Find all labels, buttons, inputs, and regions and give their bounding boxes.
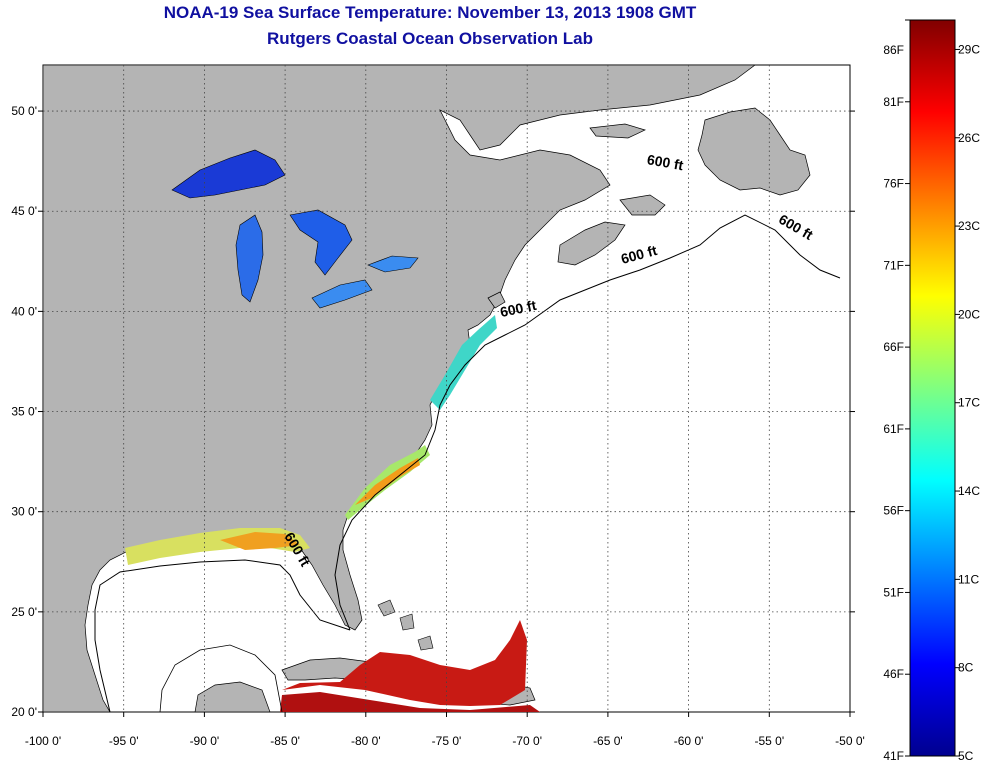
tick-label-lat: 35 0' — [11, 405, 37, 419]
tick-label-lat: 45 0' — [11, 204, 37, 218]
contour-600ft — [334, 214, 841, 631]
lake-michigan — [235, 214, 264, 303]
tick-label-lon: -50 0' — [835, 734, 865, 748]
sst-caribbean — [282, 620, 527, 706]
colorbar-label-f: 51F — [883, 585, 904, 599]
tick-label-lon: -60 0' — [674, 734, 704, 748]
colorbar-label-f: 81F — [883, 95, 904, 109]
tick-label-lon: -95 0' — [109, 734, 139, 748]
lake-superior — [171, 149, 286, 199]
colorbar-label-c: 17C — [958, 396, 980, 410]
tick-label-lon: -100 0' — [25, 734, 61, 748]
tick-label-lat: 20 0' — [11, 705, 37, 719]
latitude-ticks: 50 0' 45 0' 40 0' 35 0' 30 0' 25 0' 20 0' — [11, 104, 855, 719]
sst-carolinas-warm — [355, 458, 420, 505]
colorbar-fahrenheit-labels: 86F 81F 76F 71F 66F 61F 56F 51F 46F 41F — [883, 19, 910, 763]
colorbar-label-f: 71F — [883, 258, 904, 272]
colorbar-label-c: 23C — [958, 219, 980, 233]
sst-gulf-coast-warm — [220, 532, 300, 550]
colorbar-label-c: 14C — [958, 484, 980, 498]
map-subtitle: Rutgers Coastal Ocean Observation Lab — [267, 29, 593, 48]
contour-label-600ft: 600 ft — [499, 297, 538, 320]
tick-label-lon: -75 0' — [432, 734, 462, 748]
colorbar-label-f: 76F — [883, 177, 904, 191]
tick-label-lon: -55 0' — [754, 734, 784, 748]
colorbar-label-c: 20C — [958, 307, 980, 321]
tick-label-lat: 25 0' — [11, 605, 37, 619]
tick-label-lon: -70 0' — [512, 734, 542, 748]
colorbar-label-f: 61F — [883, 422, 904, 436]
contour-label-600ft: 600 ft — [646, 151, 685, 173]
land-anticosti — [589, 123, 646, 139]
colorbar-celsius-labels: 29C 26C 23C 20C 17C 14C 11C 8C 5C — [955, 42, 980, 763]
colorbar-label-f: 41F — [883, 749, 904, 763]
sst-mid-atlantic — [430, 315, 497, 410]
lake-huron — [289, 209, 353, 276]
map-title: NOAA-19 Sea Surface Temperature: Novembe… — [163, 3, 697, 22]
land-cape-cod — [487, 291, 506, 309]
tick-label-lon: -65 0' — [593, 734, 623, 748]
contour-600ft-gulf-inner — [159, 644, 283, 712]
land-cape-breton — [619, 194, 666, 216]
tick-label-lat: 50 0' — [11, 104, 37, 118]
lake-erie — [311, 279, 373, 309]
longitude-ticks: -100 0' -95 0' -90 0' -85 0' -80 0' -75 0' -70… — [25, 712, 865, 748]
colorbar-label-f: 46F — [883, 667, 904, 681]
land-newfoundland — [697, 107, 811, 196]
colorbar-label-c: 8C — [958, 661, 974, 675]
colorbar — [909, 19, 956, 757]
tick-label-lat: 30 0' — [11, 505, 37, 519]
tick-label-lon: -85 0' — [270, 734, 300, 748]
colorbar-label-c: 26C — [958, 131, 980, 145]
colorbar-label-f: 66F — [883, 340, 904, 354]
tick-label-lon: -80 0' — [351, 734, 381, 748]
colorbar-label-f: 56F — [883, 504, 904, 518]
contour-600ft-gulf — [94, 559, 351, 712]
colorbar-label-c: 29C — [958, 42, 980, 56]
colorbar-label-f: 86F — [883, 43, 904, 57]
lake-ontario — [367, 255, 419, 273]
sst-caribbean-south — [280, 692, 540, 712]
colorbar-label-c: 11C — [958, 572, 979, 586]
colorbar-label-c: 5C — [958, 749, 974, 763]
tick-label-lon: -90 0' — [190, 734, 220, 748]
land-yucatan — [194, 681, 271, 712]
tick-label-lat: 40 0' — [11, 304, 37, 318]
